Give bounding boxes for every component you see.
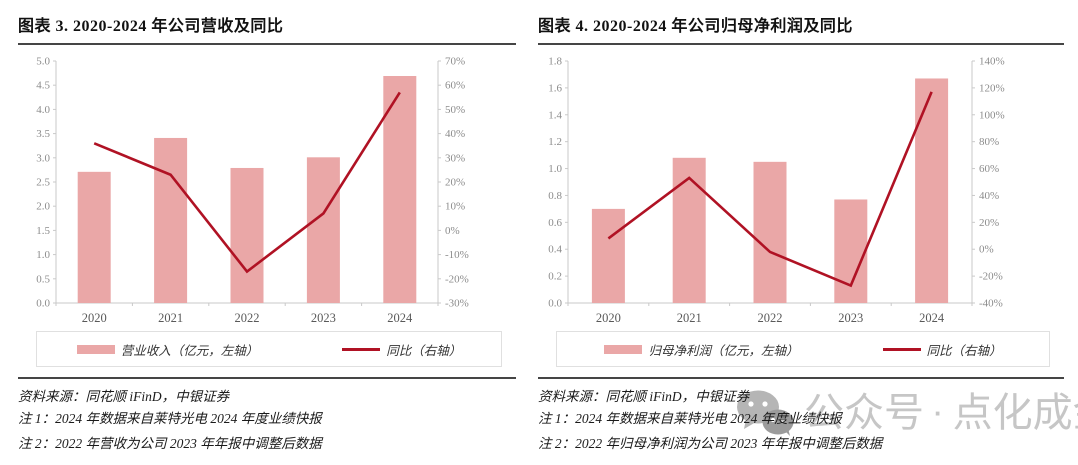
svg-text:100%: 100% — [979, 109, 1005, 121]
net-profit-combo-chart: 0.0 0.2 0.4 0.6 0.8 1.0 1.2 1.4 1.6 1.8 -40% -20% 0%… — [548, 56, 1005, 326]
svg-text:0.0: 0.0 — [548, 298, 562, 310]
svg-text:10%: 10% — [445, 201, 465, 213]
note-line: 注 2：2022 年归母净利润为公司 2023 年年报中调整后数据 — [538, 435, 883, 451]
svg-text:5.0: 5.0 — [36, 56, 50, 68]
line-legend-swatch — [342, 347, 381, 351]
svg-text:-20%: -20% — [979, 271, 1003, 283]
svg-text:1.4: 1.4 — [548, 109, 562, 121]
title-divider — [18, 43, 516, 45]
svg-text:4.5: 4.5 — [36, 80, 50, 92]
svg-text:-30%: -30% — [445, 298, 469, 310]
legend-item-bar: 营业收入（亿元，左轴） — [76, 340, 259, 359]
title-divider — [538, 43, 1064, 45]
svg-text:2022: 2022 — [235, 311, 260, 325]
svg-text:50%: 50% — [445, 104, 465, 116]
note-line: 注 1：2024 年数据来自莱特光电 2024 年度业绩快报 — [18, 411, 322, 426]
svg-text:2020: 2020 — [82, 311, 107, 325]
footer-divider — [538, 377, 1064, 379]
svg-text:1.0: 1.0 — [548, 163, 562, 175]
bar-legend-label: 营业收入（亿元，左轴） — [120, 343, 259, 358]
svg-text:2021: 2021 — [677, 311, 702, 325]
wechat-official-account-icon — [737, 390, 794, 436]
svg-text:0%: 0% — [979, 244, 994, 256]
svg-text:20%: 20% — [445, 177, 465, 189]
watermark-brand: 点化成金 — [952, 391, 1078, 435]
source-line: 资料来源：同花顺 iFinD，中银证券 — [538, 389, 750, 404]
svg-text:2022: 2022 — [758, 311, 783, 325]
svg-text:20%: 20% — [979, 217, 999, 229]
chart-legend: 归母净利润（亿元，左轴） 同比（右轴） — [556, 331, 1050, 367]
svg-text:40%: 40% — [979, 190, 999, 202]
svg-text:30%: 30% — [445, 152, 465, 164]
svg-text:0%: 0% — [445, 225, 460, 237]
svg-text:1.6: 1.6 — [548, 82, 562, 94]
watermark-text: 公众号 — [804, 391, 924, 435]
figure-title: 图表 4. 2020-2024 年公司归母净利润及同比 — [538, 18, 853, 35]
svg-text:0.8: 0.8 — [548, 190, 562, 202]
svg-text:70%: 70% — [445, 56, 465, 68]
svg-text:-10%: -10% — [445, 249, 469, 261]
footer-divider — [18, 377, 516, 379]
svg-text:0.2: 0.2 — [548, 271, 562, 283]
legend-item-line: 同比（右轴） — [882, 340, 1002, 359]
svg-text:3.5: 3.5 — [36, 128, 50, 140]
watermark: 公众号 · 点化成金 — [736, 390, 1078, 436]
svg-text:140%: 140% — [979, 56, 1005, 68]
bar-legend-swatch — [76, 344, 115, 354]
svg-text:2.5: 2.5 — [36, 177, 50, 189]
svg-text:1.0: 1.0 — [36, 249, 50, 261]
svg-text:120%: 120% — [979, 82, 1005, 94]
legend-item-bar: 归母净利润（亿元，左轴） — [604, 340, 799, 359]
svg-text:40%: 40% — [445, 128, 465, 140]
watermark-separator: · — [934, 398, 943, 428]
bar-legend-label: 归母净利润（亿元，左轴） — [648, 343, 799, 358]
svg-text:80%: 80% — [979, 136, 999, 148]
figure-net-profit: 图表 4. 2020-2024 年公司归母净利润及同比 0.0 0.2 0.4 0.6… — [538, 12, 1064, 458]
svg-text:0.5: 0.5 — [36, 273, 50, 285]
line-legend-swatch — [882, 347, 921, 351]
legend-item-line: 同比（右轴） — [342, 340, 461, 359]
svg-text:1.2: 1.2 — [548, 136, 562, 148]
line-legend-label: 同比（右轴） — [926, 343, 1002, 358]
svg-text:60%: 60% — [979, 163, 999, 175]
svg-text:3.0: 3.0 — [36, 152, 50, 164]
line-legend-label: 同比（右轴） — [386, 343, 462, 358]
svg-text:2.0: 2.0 — [36, 201, 50, 213]
note-line: 注 1：2024 年数据来自莱特光电 2024 年度业绩快报 — [538, 411, 842, 426]
svg-text:0.6: 0.6 — [548, 217, 562, 229]
revenue-combo-chart: 0.0 0.5 1.0 1.5 2.0 2.5 3.0 3.5 4.0 4.5 5.0 -30% -20… — [36, 56, 469, 326]
svg-text:2024: 2024 — [387, 311, 413, 325]
svg-text:1.5: 1.5 — [36, 225, 50, 237]
note-line: 注 2：2022 年营收为公司 2023 年年报中调整后数据 — [18, 435, 322, 451]
svg-text:-20%: -20% — [445, 273, 469, 285]
svg-text:2024: 2024 — [919, 311, 945, 325]
bar-legend-swatch — [604, 344, 643, 354]
svg-text:2021: 2021 — [158, 311, 183, 325]
svg-text:2023: 2023 — [838, 311, 863, 325]
svg-text:-40%: -40% — [979, 298, 1003, 310]
figure-title: 图表 3. 2020-2024 年公司营收及同比 — [18, 18, 284, 35]
svg-text:0.0: 0.0 — [36, 298, 50, 310]
svg-text:2023: 2023 — [311, 311, 336, 325]
chart-legend: 营业收入（亿元，左轴） 同比（右轴） — [36, 331, 502, 367]
source-line: 资料来源：同花顺 iFinD，中银证券 — [18, 389, 230, 404]
svg-text:1.8: 1.8 — [548, 56, 562, 68]
svg-text:2020: 2020 — [596, 311, 621, 325]
svg-text:0.4: 0.4 — [548, 244, 562, 256]
svg-text:4.0: 4.0 — [36, 104, 50, 116]
figure-revenue: 图表 3. 2020-2024 年公司营收及同比 0.0 0.5 1.0 1.5 2.0… — [18, 12, 516, 458]
svg-text:60%: 60% — [445, 80, 465, 92]
